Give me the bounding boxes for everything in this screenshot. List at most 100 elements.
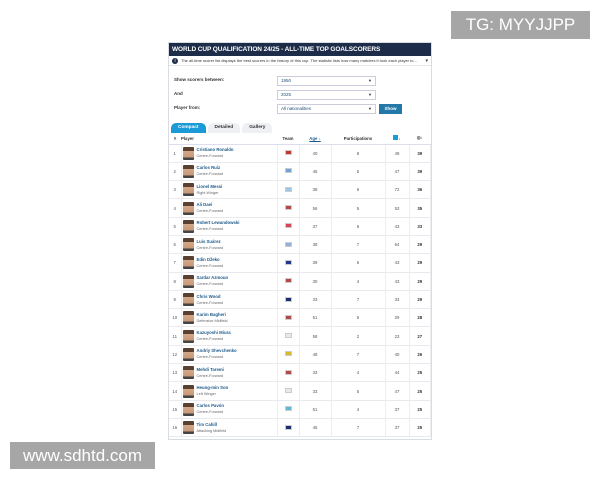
flag-icon[interactable] [284, 241, 292, 247]
between-label: Show scorers between: [174, 77, 225, 82]
participations: 5 [331, 308, 386, 328]
to-year-select[interactable]: 2025 ▼ [277, 90, 376, 100]
player-name-link[interactable]: Tim Cahill [196, 421, 217, 427]
player-photo[interactable] [182, 256, 194, 270]
player-photo[interactable] [182, 146, 194, 160]
player-name-link[interactable]: Lionel Messi [196, 183, 223, 189]
team-cell [277, 198, 300, 218]
flag-icon[interactable] [284, 278, 292, 284]
page-title: WORLD CUP QUALIFICATION 24/25 - ALL-TIME… [169, 43, 431, 56]
player-photo[interactable] [182, 329, 194, 343]
rank: 5 [169, 217, 182, 236]
player-photo[interactable] [182, 219, 194, 233]
info-bar[interactable]: i The all-time scorer list displays the … [169, 56, 431, 66]
player-position: Centre-Forward [196, 154, 224, 159]
flag-icon[interactable] [284, 150, 292, 156]
flag-icon[interactable] [284, 314, 292, 320]
player-photo[interactable] [182, 164, 194, 178]
player-cell: Robert Lewandowski Centre-Forward [181, 217, 278, 236]
rank: 15 [169, 400, 182, 419]
player-cell: Cristiano Ronaldo Centre-Forward [181, 144, 278, 163]
player-name-link[interactable]: Chris Wood [196, 293, 221, 299]
and-label: And [174, 91, 183, 96]
flag-icon[interactable] [284, 168, 292, 174]
player-photo[interactable] [182, 183, 194, 197]
participations: 5 [331, 198, 386, 218]
age: 33 [299, 363, 332, 383]
player-photo[interactable] [182, 347, 194, 361]
flag-icon[interactable] [284, 186, 292, 192]
participations: 7 [331, 290, 386, 310]
table-row: 16 Tim Cahill Attacking Midfield 45 7 37 … [169, 418, 431, 438]
rank: 14 [169, 381, 182, 401]
player-position: Right Winger [196, 190, 219, 195]
player-photo[interactable] [182, 311, 194, 325]
matches: 47 [385, 381, 410, 401]
col-age[interactable]: Age ↓ [299, 133, 331, 145]
table-row: 7 Edin Džeko Centre-Forward 39 6 43 29 [169, 253, 431, 273]
player-photo[interactable] [182, 384, 194, 398]
sort-indicator: ↓ [398, 136, 401, 142]
flag-icon[interactable] [284, 388, 292, 393]
player-from-label: Player from: [174, 105, 201, 110]
flag-icon[interactable] [284, 406, 292, 412]
player-name-link[interactable]: Luis Suárez [196, 238, 221, 244]
participations: 5 [331, 381, 386, 401]
player-position: Centre-Forward [196, 227, 224, 232]
team-cell [277, 308, 300, 328]
player-photo[interactable] [182, 238, 194, 252]
player-photo[interactable] [182, 366, 194, 380]
flag-icon[interactable] [284, 296, 292, 302]
rank: 11 [169, 326, 182, 346]
from-year-select[interactable]: 1950 ▼ [277, 76, 376, 86]
flag-icon[interactable] [284, 205, 292, 211]
rank: 16 [169, 418, 182, 438]
player-name-link[interactable]: Ali Daei [196, 202, 213, 208]
team-cell [277, 345, 300, 365]
tab-detailed[interactable]: Detailed [207, 123, 241, 133]
player-name-link[interactable]: Andriy Shevchenko [196, 348, 237, 354]
table-row: 3 Lionel Messi Right Winger 38 6 72 36 [169, 180, 431, 200]
expand-icon[interactable]: ▾ [425, 57, 428, 64]
goals: 29 [409, 253, 431, 273]
tab-compact[interactable]: Compact [171, 123, 206, 133]
flag-icon[interactable] [284, 223, 292, 229]
show-button[interactable]: Show [379, 104, 402, 114]
flag-icon[interactable] [284, 259, 292, 265]
flag-icon[interactable] [284, 333, 292, 339]
nationality-select[interactable]: All nationalities ▼ [277, 104, 376, 114]
player-name-link[interactable]: Heung-min Son [196, 385, 229, 390]
player-name-link[interactable]: Karim Bagheri [196, 311, 226, 317]
goals: 35 [409, 198, 431, 218]
player-name-link[interactable]: Kazuyoshi Miura [196, 330, 231, 336]
col-matches[interactable]: ↓ [385, 133, 409, 145]
player-name-link[interactable]: Carlos Pavón [196, 403, 224, 409]
player-name-link[interactable]: Cristiano Ronaldo [196, 147, 234, 153]
team-cell [277, 363, 300, 383]
player-name-link[interactable]: Edin Džeko [196, 256, 220, 262]
col-goals[interactable]: ◎↓ [409, 133, 431, 145]
player-cell: Lionel Messi Right Winger [181, 180, 278, 200]
participations: 7 [331, 235, 386, 255]
col-participations: Participations [331, 133, 385, 145]
player-photo[interactable] [182, 274, 194, 288]
player-photo[interactable] [182, 201, 194, 215]
flag-icon[interactable] [284, 369, 292, 375]
player-position: Centre-Forward [196, 245, 224, 250]
goals: 39 [409, 144, 431, 163]
participations: 7 [331, 345, 386, 365]
player-name-link[interactable]: Robert Lewandowski [196, 220, 240, 226]
player-photo[interactable] [182, 421, 194, 435]
flag-icon[interactable] [284, 351, 292, 357]
rank: 10 [169, 308, 182, 328]
player-name-link[interactable]: Carlos Ruiz [196, 165, 221, 171]
team-cell [277, 235, 300, 255]
player-photo[interactable] [182, 402, 194, 416]
player-name-link[interactable]: Sardar Azmoun [196, 275, 229, 281]
flag-icon[interactable] [284, 424, 292, 430]
goals: 29 [409, 290, 431, 310]
player-photo[interactable] [182, 293, 194, 307]
player-name-link[interactable]: Mehdi Taremi [196, 366, 224, 372]
tab-gallery[interactable]: Gallery [242, 123, 273, 133]
matches: 53 [385, 198, 410, 218]
